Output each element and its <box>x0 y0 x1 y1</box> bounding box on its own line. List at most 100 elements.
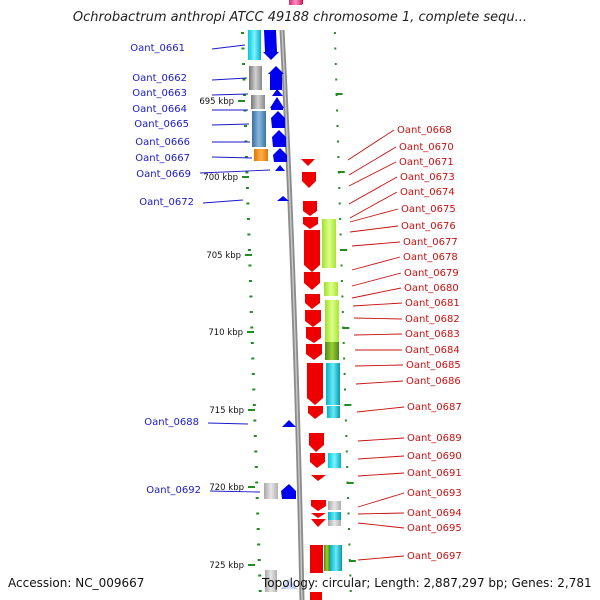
gene-label-left[interactable]: Oant_0663 <box>132 88 187 99</box>
gene-arrow-reverse[interactable] <box>305 294 320 309</box>
tick-mark <box>344 404 352 406</box>
gene-label-right[interactable]: Oant_0678 <box>403 252 458 263</box>
leader-line <box>351 256 401 271</box>
gene-label-right[interactable]: Oant_0689 <box>407 433 462 444</box>
gene-label-left[interactable]: Oant_0667 <box>135 153 190 164</box>
gene-arrow-reverse[interactable] <box>309 433 324 452</box>
tick-mark <box>347 497 350 499</box>
gene-label-left[interactable]: Oant_0692 <box>146 485 201 496</box>
gene-label-right[interactable]: Oant_0680 <box>404 283 459 294</box>
tick-mark <box>336 125 339 127</box>
gene-arrow-forward[interactable] <box>281 578 297 589</box>
kbp-label: 695 kbp <box>199 97 234 107</box>
gene-label-right[interactable]: Oant_0687 <box>407 402 462 413</box>
gene-label-right[interactable]: Oant_0681 <box>405 298 460 309</box>
tick-mark <box>244 140 248 143</box>
kbp-label: 710 kbp <box>208 328 243 338</box>
gene-label-right[interactable]: Oant_0668 <box>397 125 452 136</box>
gene-label-right[interactable]: Oant_0691 <box>407 468 462 479</box>
tick-mark <box>256 528 260 530</box>
gene-label-right[interactable]: Oant_0684 <box>405 345 460 356</box>
kbp-label: 725 kbp <box>209 561 244 571</box>
gene-arrow-forward[interactable] <box>273 148 287 162</box>
kbp-label: 715 kbp <box>209 406 244 416</box>
tick-mark <box>241 32 244 34</box>
gene-arrow-reverse[interactable] <box>304 272 320 290</box>
gene-arrow-forward[interactable] <box>275 165 285 171</box>
leader-line <box>347 129 395 161</box>
gene-arrow-reverse[interactable] <box>306 344 322 360</box>
tick-mark <box>344 388 346 391</box>
gene-label-left[interactable]: Oant_0661 <box>130 43 185 54</box>
kbp-tick <box>238 100 245 102</box>
gene-label-left[interactable]: Oant_0666 <box>135 137 190 148</box>
cog-block <box>249 66 262 90</box>
tick-mark <box>334 63 337 65</box>
tick-mark <box>248 264 252 267</box>
gene-arrow-forward[interactable] <box>281 484 296 499</box>
gene-arrow-reverse[interactable] <box>307 363 323 405</box>
leader-line <box>357 492 405 508</box>
tick-mark <box>348 528 350 530</box>
gene-label-left[interactable]: Oant_0688 <box>144 417 199 428</box>
gene-label-right[interactable]: Oant_0693 <box>407 488 462 499</box>
gene-label-right[interactable]: Oant_0676 <box>401 221 456 232</box>
gene-arrow-reverse[interactable] <box>310 453 325 468</box>
tick-mark <box>251 373 255 375</box>
gene-arrow-reverse[interactable] <box>301 159 315 166</box>
gene-label-right[interactable]: Oant_0690 <box>407 451 462 462</box>
gene-label-left[interactable]: Oant_0672 <box>139 197 194 208</box>
gene-arrow-reverse[interactable] <box>308 406 323 419</box>
gene-arrow-reverse[interactable] <box>311 519 326 527</box>
gene-arrow-forward[interactable] <box>282 420 296 427</box>
gene-label-right[interactable]: Oant_0683 <box>405 329 460 340</box>
cog-block <box>289 0 302 5</box>
gene-label-right[interactable]: Oant_0675 <box>401 204 456 215</box>
leader-line <box>353 317 403 320</box>
gene-label-left[interactable]: Oant_0665 <box>134 119 189 130</box>
gene-arrow-reverse[interactable] <box>305 310 321 327</box>
gene-arrow-reverse[interactable] <box>304 230 320 272</box>
gene-arrow-reverse[interactable] <box>303 201 317 216</box>
gene-label-right[interactable]: Oant_0671 <box>399 157 454 168</box>
gene-label-right[interactable]: Oant_0697 <box>407 551 462 562</box>
gene-arrow-reverse[interactable] <box>310 592 322 600</box>
gene-label-right[interactable]: Oant_0677 <box>403 237 458 248</box>
gene-label-left[interactable]: Oant_0662 <box>132 73 187 84</box>
gene-arrow-forward[interactable] <box>263 30 279 60</box>
gene-label-right[interactable]: Oant_0682 <box>405 314 460 325</box>
gene-arrow-reverse[interactable] <box>302 172 316 188</box>
gene-arrow-reverse[interactable] <box>311 513 326 518</box>
gene-label-right[interactable]: Oant_0674 <box>400 187 455 198</box>
tick-mark <box>337 140 339 143</box>
gene-arrow-reverse[interactable] <box>306 327 321 343</box>
gene-label-right[interactable]: Oant_0694 <box>407 508 462 519</box>
gene-label-right[interactable]: Oant_0686 <box>406 376 461 387</box>
tick-mark <box>339 218 342 220</box>
gene-arrow-forward[interactable] <box>272 130 286 147</box>
gene-arrow-forward[interactable] <box>277 196 289 201</box>
gene-arrow-reverse[interactable] <box>303 217 318 229</box>
kbp-label: 720 kbp <box>209 483 244 493</box>
tick-mark <box>254 466 258 468</box>
gene-label-left[interactable]: Oant_0664 <box>132 104 187 115</box>
gene-arrow-reverse[interactable] <box>311 500 326 511</box>
gene-label-right[interactable]: Oant_0673 <box>400 172 455 183</box>
tick-mark <box>257 559 261 561</box>
gene-arrow-forward[interactable] <box>270 97 284 110</box>
gene-label-right[interactable]: Oant_0685 <box>406 360 461 371</box>
gene-label-right[interactable]: Oant_0695 <box>407 523 462 534</box>
tick-mark <box>257 543 261 546</box>
gene-arrow-reverse[interactable] <box>310 545 323 573</box>
tick-mark <box>247 249 251 251</box>
gene-label-left[interactable]: Oant_0669 <box>136 169 191 180</box>
tick-mark <box>338 187 341 189</box>
gene-arrow-forward[interactable] <box>268 66 284 90</box>
gene-arrow-forward[interactable] <box>271 111 285 128</box>
cog-block <box>265 570 277 592</box>
gene-arrow-forward[interactable] <box>272 89 283 96</box>
gene-label-right[interactable]: Oant_0679 <box>404 268 459 279</box>
gene-arrow-reverse[interactable] <box>311 475 326 481</box>
leader-line <box>348 146 397 176</box>
gene-label-right[interactable]: Oant_0670 <box>399 142 454 153</box>
